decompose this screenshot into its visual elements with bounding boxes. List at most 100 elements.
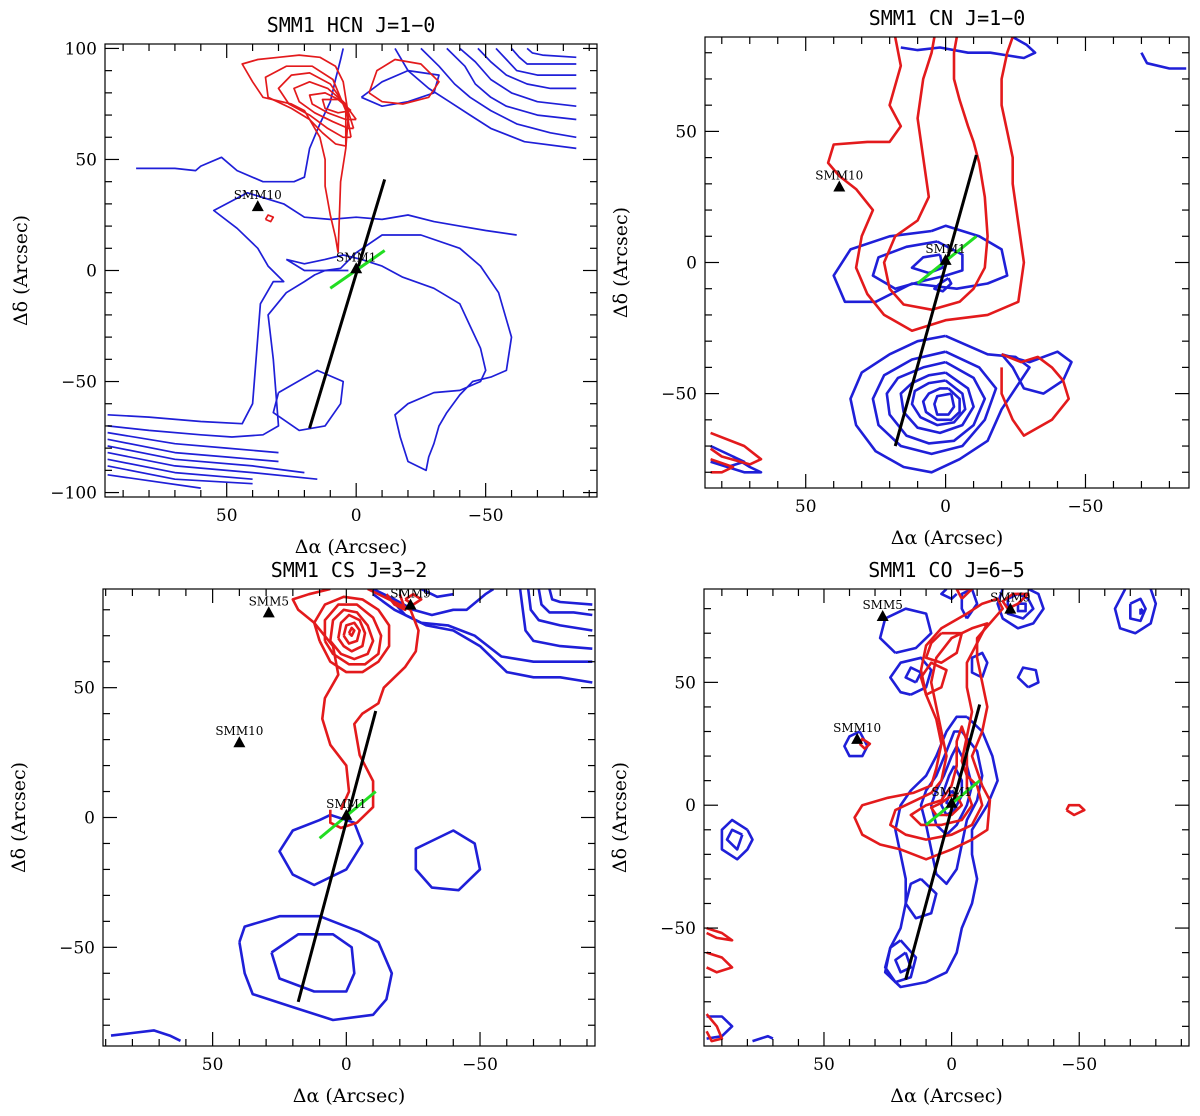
red-contour: [385, 593, 407, 612]
red-contour: [277, 72, 352, 139]
red-contour: [329, 608, 375, 661]
chart-title: SMM1 HCN J=1−0: [267, 13, 436, 37]
blue-contour: [933, 392, 956, 416]
red-contour: [853, 597, 1005, 861]
blue-contour: [537, 589, 593, 617]
blue-contour: [1139, 607, 1145, 615]
chart-title: SMM1 CS J=3−2: [271, 558, 428, 582]
blue-contour: [706, 1015, 734, 1040]
y-tick-label: 0: [685, 796, 696, 816]
red-contour: [321, 98, 352, 114]
blue-contour: [910, 379, 967, 427]
source-marker: [851, 732, 864, 744]
source-label: SMM10: [833, 721, 881, 735]
y-tick-label: −50: [59, 938, 95, 958]
source-marker: [251, 200, 264, 212]
y-tick-label: −50: [61, 373, 97, 393]
y-tick-label: 50: [674, 673, 696, 693]
blue-contour: [107, 269, 349, 438]
red-contour: [955, 589, 974, 600]
red-contour: [368, 58, 440, 105]
blue-contour: [960, 589, 979, 620]
plot-area: [705, 589, 1158, 1043]
blue-contour: [518, 589, 593, 650]
outflow-axis-line: [893, 154, 978, 447]
x-axis-label: Δα (Arcsec): [891, 527, 1004, 549]
blue-contour: [752, 1034, 774, 1043]
minor-ticks: [103, 589, 595, 1046]
source-label: SMM5: [862, 598, 902, 612]
x-axis-label: Δα (Arcsec): [295, 536, 408, 558]
red-contour: [919, 661, 948, 696]
x-tick-label: 50: [202, 1055, 224, 1075]
blue-contour: [832, 224, 1009, 304]
blue-contour: [921, 387, 961, 422]
red-contour: [337, 613, 367, 653]
x-axis-label: Δα (Arcsec): [890, 1085, 1003, 1107]
x-tick-label: 50: [216, 506, 238, 526]
blue-contour: [459, 47, 577, 108]
y-tick-label: −50: [660, 919, 696, 939]
source-label: SMM1: [931, 785, 971, 799]
blue-contour: [871, 350, 998, 456]
red-contour: [241, 54, 350, 253]
blue-contour: [849, 334, 1031, 474]
blue-contour: [1016, 666, 1040, 689]
red-contour: [706, 951, 734, 974]
source-label: SMM10: [815, 168, 863, 182]
source-marker: [404, 598, 417, 610]
blue-contour: [495, 47, 577, 76]
source-marker: [233, 736, 246, 748]
blue-contour: [510, 47, 577, 65]
source-label: SMM1: [925, 242, 965, 256]
source-marker: [876, 610, 889, 622]
red-contour: [293, 80, 355, 130]
blue-contour: [548, 589, 593, 606]
y-tick-label: 50: [73, 679, 95, 699]
blue-contour: [420, 47, 577, 139]
panel-cn: SMM1 SMM10 50 0 −50 50 0 −50 SMM1 CN J=1−0 Δα (Ar…: [610, 6, 1190, 549]
plot-frame: [703, 588, 1190, 1047]
red-contour: [924, 631, 964, 665]
source-marker: [340, 808, 353, 820]
blue-contour: [910, 253, 945, 275]
plot-area: [709, 37, 1187, 474]
blue-contour: [414, 829, 482, 892]
blue-contour: [107, 445, 305, 474]
x-tick-label: 50: [795, 497, 817, 517]
source-marker: [1004, 602, 1017, 614]
x-axis-label: Δα (Arcsec): [293, 1085, 406, 1107]
outflow-axis-line: [296, 710, 378, 1003]
blue-contour: [394, 47, 577, 150]
blue-contour: [272, 369, 345, 432]
red-contour: [710, 457, 735, 474]
blue-contour: [526, 47, 577, 59]
panel-hcn: SMM1 SMM10 50 0 −50 100 50 0 −50 −100 SMM1 HCN J=1…: [10, 13, 598, 558]
blue-contour: [1016, 602, 1027, 613]
source-marker: [350, 262, 363, 274]
blue-contour: [285, 234, 513, 472]
blue-contour: [107, 465, 253, 485]
source-marker: [262, 606, 275, 618]
y-tick-label: 50: [75, 150, 97, 170]
x-tick-label: −50: [462, 1055, 498, 1075]
blue-contour: [940, 589, 958, 601]
y-axis-label: Δδ (Arcsec): [609, 762, 631, 873]
blue-contour: [1129, 597, 1147, 623]
blue-contour: [360, 69, 440, 108]
y-tick-label: 0: [686, 254, 697, 274]
red-contour: [706, 926, 734, 942]
red-contour: [929, 794, 964, 817]
blue-contour: [107, 438, 279, 463]
plot-area: [110, 589, 593, 1042]
blue-contour: [929, 745, 974, 837]
red-contour: [312, 595, 391, 674]
y-tick-label: −50: [661, 385, 697, 405]
x-tick-label: 0: [351, 506, 362, 526]
blue-contour: [526, 589, 593, 632]
y-axis-label: Δδ (Arcsec): [10, 215, 32, 326]
chart-title: SMM1 CN J=1−0: [869, 6, 1026, 30]
minor-ticks: [105, 44, 597, 497]
blue-contour: [878, 607, 933, 655]
